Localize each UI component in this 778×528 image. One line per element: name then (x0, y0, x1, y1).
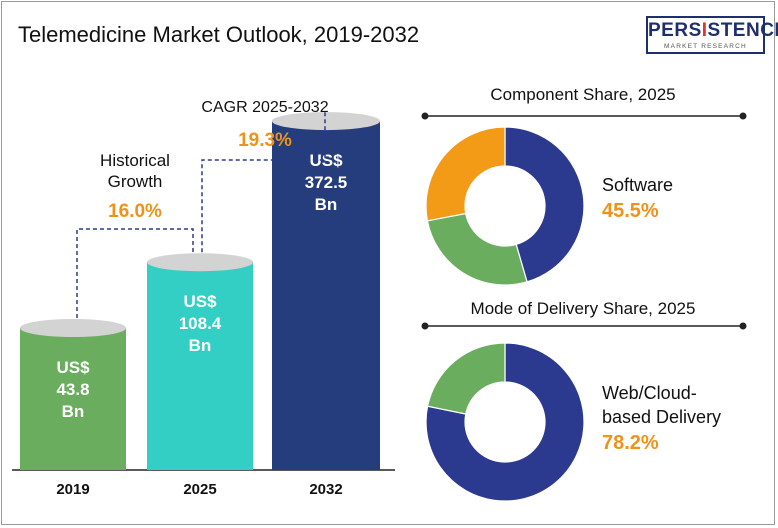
historical-growth-label: Growth (108, 172, 163, 191)
x-tick-label: 2025 (183, 481, 216, 498)
historical-growth-label: Historical (100, 151, 170, 170)
rule-end-dot (739, 112, 747, 120)
cagr-value: 19.3% (238, 130, 292, 151)
cagr-connector (201, 111, 326, 253)
donut-title: Component Share, 2025 (490, 85, 675, 104)
bar-value-label: 372.5 (305, 173, 348, 192)
logo-brand: PERSISTENCE (648, 20, 778, 41)
donut-slice (504, 126, 585, 283)
bar-value-label: US$ (309, 151, 343, 170)
chart-title: Telemedicine Market Outlook, 2019-2032 (18, 22, 420, 47)
donut-value: 45.5% (602, 200, 659, 222)
bar-value-label: Bn (189, 336, 212, 355)
logo-tagline: MARKET RESEARCH (664, 43, 747, 50)
bar-top-2032 (272, 112, 380, 131)
persistence-logo: PERSISTENCE MARKET RESEARCH (646, 16, 778, 54)
x-tick-label: 2032 (309, 481, 342, 498)
rule-end-dot (739, 322, 747, 330)
bar-value-label: US$ (183, 292, 217, 311)
historical-growth-connector (76, 228, 194, 318)
bar-top-2019 (20, 319, 126, 337)
donut-label: Software (602, 175, 673, 195)
donut-label: Web/Cloud- (602, 383, 697, 403)
bar-value-label: Bn (315, 195, 338, 214)
donut-slice (425, 126, 506, 222)
donut-label: based Delivery (602, 407, 721, 427)
bar-value-label: Bn (62, 402, 85, 421)
bar-value-label: US$ (56, 358, 90, 377)
x-tick-label: 2019 (56, 481, 89, 498)
bar-value-label: 108.4 (179, 314, 222, 333)
bar-top-2025 (147, 253, 253, 272)
bar-2032 (272, 121, 380, 470)
historical-growth-value: 16.0% (108, 201, 162, 222)
donut-slice (426, 212, 528, 286)
bar-2019 (20, 328, 126, 470)
donut-value: 78.2% (602, 432, 659, 454)
bar-2025 (147, 262, 253, 470)
donut-slice (425, 342, 585, 502)
rule-end-dot (421, 112, 429, 120)
donut-slice (426, 342, 506, 415)
donut-title: Mode of Delivery Share, 2025 (471, 299, 696, 318)
bar-value-label: 43.8 (56, 380, 89, 399)
rule-end-dot (421, 322, 429, 330)
cagr-label: CAGR 2025-2032 (201, 99, 328, 116)
